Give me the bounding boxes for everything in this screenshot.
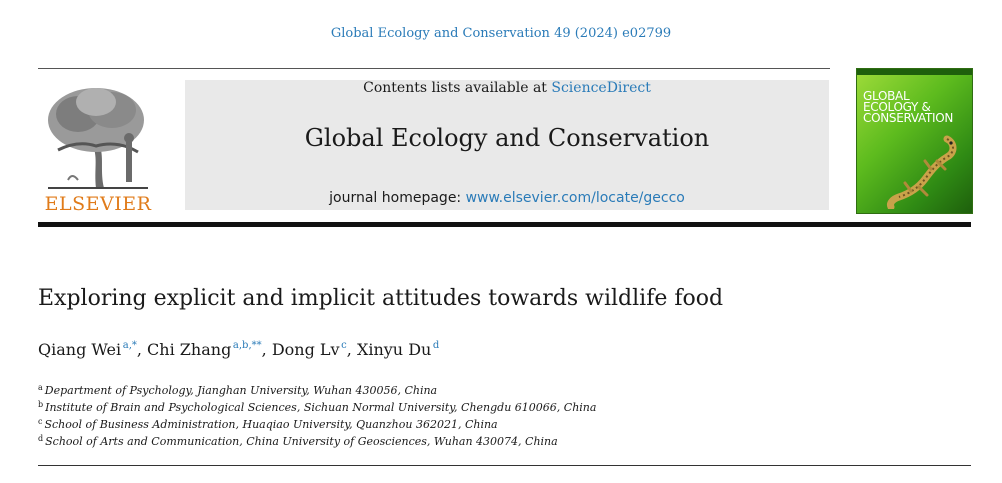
author-separator: ,: [346, 340, 357, 359]
author-affiliation-marker[interactable]: d: [432, 340, 440, 351]
author-affiliation-marker[interactable]: c: [341, 340, 347, 351]
author-separator: ,: [136, 340, 148, 359]
affiliation: c School of Business Administration, Huaq…: [38, 416, 958, 433]
affiliation-text: Department of Psychology, Jianghan Unive…: [44, 384, 438, 397]
author-separator: ,: [261, 340, 272, 359]
header-top-rule: [38, 68, 830, 69]
affiliation: b Institute of Brain and Psychological Sc…: [38, 399, 958, 416]
homepage-line: journal homepage: www.elsevier.com/locat…: [185, 190, 829, 206]
author-name[interactable]: Chi Zhang: [147, 340, 232, 359]
elsevier-tree-icon[interactable]: [38, 80, 158, 215]
author-name[interactable]: Xinyu Du: [356, 340, 432, 359]
publisher-name[interactable]: ELSEVIER: [44, 193, 152, 215]
affiliation-text: School of Business Administration, Huaqi…: [44, 418, 498, 431]
author-affiliation-marker[interactable]: a,*: [122, 340, 137, 351]
contents-prefix: Contents lists available at: [363, 80, 552, 96]
affiliations-divider: [38, 465, 971, 466]
cover-title: Global Ecology & Conservation: [863, 89, 971, 125]
sciencedirect-link[interactable]: ScienceDirect: [551, 80, 651, 96]
author[interactable]: Qiang Wei a,*: [38, 340, 137, 359]
homepage-link[interactable]: www.elsevier.com/locate/gecco: [465, 190, 685, 206]
affiliation: d School of Arts and Communication, China…: [38, 433, 958, 450]
affiliation-key: a: [38, 383, 43, 392]
journal-citation[interactable]: Global Ecology and Conservation 49 (2024…: [330, 26, 672, 41]
author-affiliation-marker[interactable]: a,b,**: [232, 340, 262, 351]
journal-cover[interactable]: Global Ecology & Conservation: [856, 68, 973, 214]
homepage-prefix: journal homepage:: [329, 190, 466, 206]
affiliation-text: Institute of Brain and Psychological Sci…: [45, 401, 597, 414]
cover-title-line: Global: [863, 89, 910, 103]
author-name[interactable]: Dong Lv: [271, 340, 340, 359]
cover-title-line: Ecology &: [863, 100, 931, 114]
journal-title: Global Ecology and Conservation: [304, 124, 710, 152]
contents-line: Contents lists available at ScienceDirec…: [185, 80, 829, 96]
affiliation: a Department of Psychology, Jianghan Univ…: [38, 382, 958, 399]
affiliation-key: c: [38, 417, 43, 426]
cover-title-line: Conservation: [863, 111, 954, 125]
cover-top-bar: [857, 69, 972, 75]
article-title: Exploring explicit and implicit attitude…: [38, 286, 724, 311]
author-list: Qiang Wei a,*, Chi Zhang a,b,**, Dong Lv…: [38, 340, 958, 359]
affiliation-key: b: [38, 400, 44, 409]
author[interactable]: Dong Lv c: [272, 340, 347, 359]
affiliation-text: School of Arts and Communication, China …: [45, 435, 558, 448]
gecko-icon: [887, 135, 957, 209]
header-divider: [38, 222, 971, 227]
journal-header: ELSEVIER Contents lists available at Sci…: [38, 68, 973, 216]
affiliation-key: d: [38, 434, 44, 443]
journal-masthead: Contents lists available at ScienceDirec…: [185, 80, 829, 210]
author[interactable]: Chi Zhang a,b,**: [147, 340, 262, 359]
author-name[interactable]: Qiang Wei: [38, 340, 122, 359]
affiliation-list: a Department of Psychology, Jianghan Univ…: [38, 382, 958, 450]
author[interactable]: Xinyu Du d: [357, 340, 439, 359]
